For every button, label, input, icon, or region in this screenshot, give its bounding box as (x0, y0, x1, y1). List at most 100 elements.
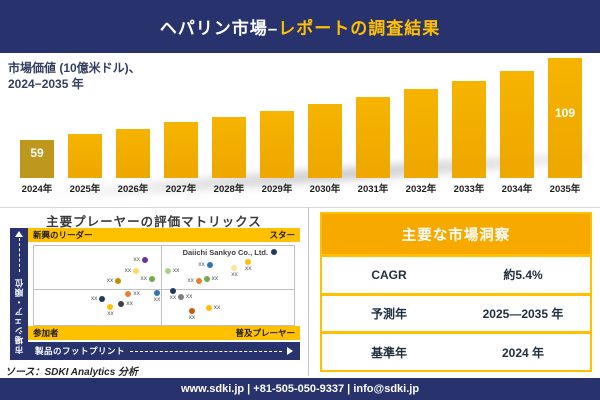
data-point-label: xx (213, 303, 221, 311)
forecast-years-label: 予測年 (370, 307, 407, 321)
bar-value-label: 109 (554, 106, 576, 120)
matrix-data-point: xx (118, 301, 133, 308)
data-point-dot (188, 307, 195, 314)
matrix-top-quadrant-labels: 新興のリーダー スター (28, 228, 300, 242)
data-point-label: xx (244, 264, 252, 272)
data-point-dot (149, 276, 156, 283)
data-point-label: xx (106, 276, 114, 284)
data-point-label: xx (211, 274, 219, 282)
bar-2027年 (164, 122, 198, 178)
bar-2029年 (260, 111, 294, 178)
matrix-data-point: xx (107, 277, 122, 284)
vertical-divider (308, 207, 309, 376)
table-row-cagr: CAGR 約5.4% (322, 254, 590, 293)
insights-header: 主要な市場洞察 (322, 214, 590, 254)
data-point-dot (107, 303, 114, 310)
matrix-data-point: xx (125, 290, 140, 298)
chart-caption-line2: 2024−2035 年 (8, 77, 84, 92)
data-point-dot (133, 268, 140, 275)
data-point-label: xx (90, 294, 98, 302)
bar-2033年 (452, 81, 486, 178)
bar-2035年: 109 (548, 58, 582, 178)
quadrant-emerging-leaders-label: 新興のリーダー (33, 230, 93, 240)
data-point-dot (142, 257, 149, 264)
bar-category-label: 2033年 (453, 184, 485, 195)
data-point-dot (205, 304, 212, 311)
forecast-years-value: 2025—2035 年 (482, 307, 564, 321)
data-point-dot (177, 294, 184, 301)
data-point-dot (118, 301, 125, 308)
matrix-y-axis: 市場シェア・順位 (10, 228, 28, 360)
bar-2031年 (356, 97, 390, 178)
data-point-label: xx (126, 300, 133, 308)
data-point-dot (115, 277, 122, 284)
matrix-title: 主要プレーヤーの評価マトリックス (46, 215, 262, 229)
quadrant-star-label: スター (269, 230, 295, 240)
bar-value-label: 59 (30, 146, 44, 160)
bar-category-label: 2027年 (165, 184, 197, 195)
data-point-dot (164, 268, 171, 275)
report-title-bar: ヘパリン市場– レポートの調査結果 (0, 0, 600, 53)
x-axis-dashed-line (130, 350, 282, 352)
market-value-bar-chart: 市場価値 (10億米ドル)、 2024−2035 年 59 2024年 2025年 2… (0, 53, 600, 206)
horizontal-divider (0, 207, 600, 208)
x-axis-label: 製品のフットプリント (35, 346, 126, 356)
matrix-data-point: xx (91, 295, 106, 302)
y-axis-arrow-up-icon (15, 231, 23, 237)
matrix-scatter-plot: Daiichi Sankyo Co., Ltd. xx xx xx xx xx xx xx x… (33, 245, 295, 326)
data-point-dot (125, 291, 132, 298)
bar-2025年 (68, 134, 102, 178)
matrix-data-point: xx (188, 307, 195, 320)
bar-category-label: 2029年 (261, 184, 293, 195)
contact-info: www.sdki.jp | +81-505-050-9337 | info@sd… (180, 383, 420, 395)
matrix-data-point: xx (177, 294, 192, 301)
matrix-main: 新興のリーダー スター Daiichi Sankyo Co., Ltd. xx x… (28, 228, 300, 360)
bar-category-label: 2035年 (549, 184, 581, 195)
bar-2034年 (500, 71, 534, 178)
matrix-data-point: xx (203, 275, 218, 283)
insights-title: 主要な市場洞察 (401, 227, 511, 244)
key-insights-table: 主要な市場洞察 CAGR 約5.4% 予測年 2025—2035 年 基準年 2… (320, 212, 592, 372)
data-point-dot (169, 288, 176, 295)
y-axis-dashed-line (18, 238, 20, 272)
data-point-label: xx (188, 313, 196, 321)
data-point-label: xx (107, 309, 114, 317)
data-point-label: xx (140, 274, 148, 282)
x-axis-arrow-right-icon (287, 347, 293, 355)
data-point-dot (195, 277, 202, 284)
matrix-data-point: xx (141, 275, 156, 283)
data-point-label: xx (124, 267, 132, 275)
data-point-dot (153, 290, 160, 297)
data-point-label: xx (172, 267, 180, 275)
highlighted-company-label: Daiichi Sankyo Co., Ltd. (182, 248, 268, 258)
matrix-data-point: xx (245, 258, 252, 271)
source-note: ソース：SDKI Analytics 分析 (5, 367, 139, 378)
base-year-label: 基準年 (370, 345, 407, 360)
matrix-data-point: xx (198, 261, 213, 268)
data-point-label: xx (187, 276, 194, 284)
data-point-label: xx (185, 293, 193, 301)
base-year-value: 2024 年 (501, 345, 545, 360)
bar-2024年: 59 (20, 140, 54, 178)
data-point-label: xx (169, 294, 177, 302)
matrix-x-axis: 製品のフットプリント (28, 342, 300, 360)
bar-category-label: 2028年 (213, 184, 245, 195)
matrix-data-point: xx (125, 267, 140, 275)
matrix-data-point: xx (153, 290, 160, 303)
table-row-forecast-years: 予測年 2025—2035 年 (322, 292, 590, 332)
chart-caption: 市場価値 (10億米ドル)、 2024−2035 年 (8, 60, 141, 92)
data-point-dot (271, 249, 278, 256)
bar-category-label: 2026年 (117, 184, 149, 195)
matrix-data-point: xx (164, 267, 179, 275)
y-axis-label: 市場シェア・順位 (14, 278, 24, 354)
matrix-plot-wrap: Daiichi Sankyo Co., Ltd. xx xx xx xx xx xx xx x… (28, 242, 300, 326)
bar-2026年 (116, 129, 150, 178)
cagr-label: CAGR (371, 267, 407, 282)
bar-category-label: 2034年 (501, 184, 533, 195)
matrix-data-point: xx (134, 256, 149, 264)
data-point-label: xx (153, 296, 161, 304)
data-point-dot (206, 261, 213, 268)
data-point-dot (245, 258, 252, 265)
bar-2028年 (212, 117, 246, 178)
matrix-data-point (271, 249, 278, 256)
